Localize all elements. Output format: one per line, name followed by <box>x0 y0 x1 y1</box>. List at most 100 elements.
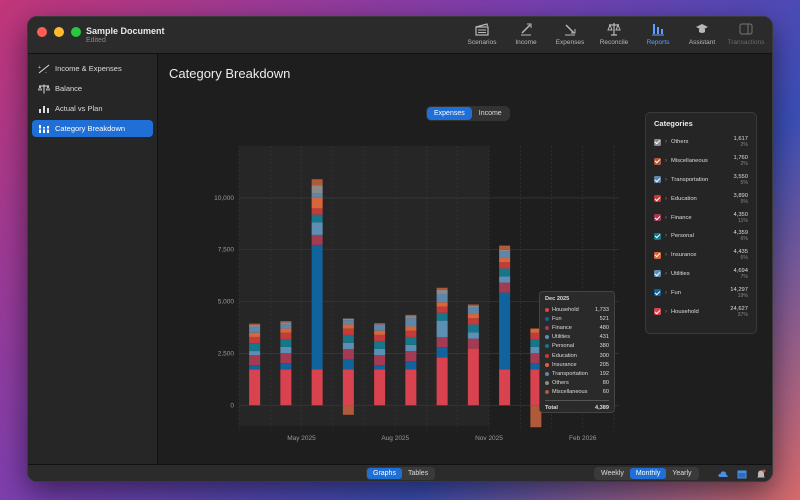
category-row[interactable]: › Utilities 4,694 7% <box>654 265 748 284</box>
category-checkbox[interactable] <box>654 195 661 203</box>
chevron-right-icon[interactable]: › <box>665 214 667 221</box>
tab-expenses[interactable]: Expenses <box>427 107 472 120</box>
category-name: Finance <box>671 214 692 221</box>
legend-dot-icon <box>545 316 549 321</box>
legend-dot-icon <box>545 362 549 367</box>
bar-segment <box>311 234 323 245</box>
bar-segment <box>342 358 354 370</box>
category-row[interactable]: › Others 1,617 2% <box>654 133 748 152</box>
minimize-window-button[interactable] <box>54 27 64 37</box>
zoom-window-button[interactable] <box>71 27 81 37</box>
toolbar-reconcile-button[interactable]: Reconcile <box>592 22 636 46</box>
category-amount: 4,435 <box>733 249 748 256</box>
sidebar-item-income-expenses[interactable]: + - Income & Expenses <box>32 60 153 77</box>
category-checkbox[interactable] <box>654 232 661 240</box>
bar-segment <box>436 312 448 321</box>
pencil-up-icon <box>521 23 532 36</box>
category-percent: 5% <box>740 198 749 205</box>
tooltip-row-name: Household <box>552 306 579 313</box>
category-checkbox[interactable] <box>654 251 661 259</box>
bar-segment <box>342 369 354 406</box>
category-row[interactable]: › Miscellaneous 1,760 2% <box>654 152 748 171</box>
bar-segment <box>374 324 386 331</box>
category-checkbox[interactable] <box>654 176 661 184</box>
tooltip-row: Insurance 205 <box>545 360 609 369</box>
chevron-right-icon[interactable]: › <box>665 176 667 183</box>
tab-monthly[interactable]: Monthly <box>629 468 667 479</box>
x-tick-label: Feb 2026 <box>569 435 597 442</box>
category-row[interactable]: › Personal 4,359 6% <box>654 227 748 246</box>
category-row[interactable]: › Transportation 3,550 5% <box>654 171 748 190</box>
bar-segment <box>467 314 479 319</box>
bar-segment <box>405 314 417 317</box>
toolbar-income-button[interactable]: Income <box>504 22 548 46</box>
category-percent: 2% <box>740 142 749 149</box>
bar-segment <box>499 292 511 370</box>
category-percent: 19% <box>737 292 748 299</box>
toolbar-transactions-button[interactable]: Transactions <box>724 22 768 46</box>
category-row[interactable]: › Insurance 4,435 6% <box>654 246 748 265</box>
chevron-right-icon[interactable]: › <box>665 158 667 165</box>
chevron-right-icon[interactable]: › <box>665 308 667 315</box>
category-checkbox[interactable] <box>654 157 661 165</box>
tab-graphs[interactable]: Graphs <box>367 468 402 479</box>
tooltip-row-name: Insurance <box>552 361 577 368</box>
chevron-right-icon[interactable]: › <box>665 195 667 202</box>
category-row[interactable]: › Education 3,890 5% <box>654 189 748 208</box>
bar-segment <box>280 363 292 370</box>
close-window-button[interactable] <box>37 27 47 37</box>
bar-segment <box>342 328 354 335</box>
calendar-icon[interactable] <box>737 469 747 479</box>
chevron-right-icon[interactable]: › <box>665 139 667 146</box>
bar-segment <box>280 321 292 323</box>
category-values: 14,297 19% <box>730 287 748 299</box>
bar-segment <box>530 328 542 333</box>
toolbar-reconcile-label: Reconcile <box>599 39 629 46</box>
sidebar-right-icon <box>739 23 753 35</box>
bar-segment <box>374 355 386 366</box>
category-percent: 37% <box>737 311 748 318</box>
category-amount: 14,297 <box>730 286 748 293</box>
toolbar-scenarios-button[interactable]: Scenarios <box>460 22 504 46</box>
category-checkbox[interactable] <box>654 214 661 222</box>
bar-segment <box>249 351 261 356</box>
sidebar-item-balance[interactable]: Balance <box>32 80 153 97</box>
category-row[interactable]: › Household 24,627 37% <box>654 302 748 321</box>
bar-segment <box>374 330 386 335</box>
chevron-right-icon[interactable]: › <box>665 270 667 277</box>
category-checkbox[interactable] <box>654 308 661 316</box>
tab-yearly[interactable]: Yearly <box>672 470 692 477</box>
tooltip-row: Household 1,733 <box>545 305 609 314</box>
tab-tables[interactable]: Tables <box>407 470 429 477</box>
chevron-right-icon[interactable]: › <box>665 233 667 240</box>
tab-weekly[interactable]: Weekly <box>601 470 624 477</box>
category-checkbox[interactable] <box>654 289 661 297</box>
bar-segment <box>249 355 261 366</box>
category-row[interactable]: › Finance 4,350 11% <box>654 208 748 227</box>
bar-segment <box>467 304 479 306</box>
tooltip-total: Total 4,389 <box>545 399 609 411</box>
bell-icon[interactable] <box>756 469 766 479</box>
bar-segment <box>249 343 261 352</box>
x-tick-label: Nov 2025 <box>475 435 503 442</box>
category-row[interactable]: › Fun 14,297 19% <box>654 283 748 302</box>
bar-segment <box>530 346 542 354</box>
bar-segment <box>280 332 292 340</box>
chevron-right-icon[interactable]: › <box>665 289 667 296</box>
toolbar-reports-button[interactable]: Reports <box>636 22 680 46</box>
bar-segment <box>249 324 261 327</box>
toolbar-expenses-button[interactable]: Expenses <box>548 22 592 46</box>
sidebar-item-actual-vs-plan[interactable]: Actual vs Plan <box>32 100 153 117</box>
toolbar-assistant-button[interactable]: Assistant <box>680 22 724 46</box>
category-checkbox[interactable] <box>654 138 661 146</box>
chevron-right-icon[interactable]: › <box>665 252 667 259</box>
tooltip-rows: Household 1,733 Fun 521 Finance 480 Utilities 4… <box>545 305 609 397</box>
tab-income[interactable]: Income <box>478 110 502 117</box>
category-amount: 24,627 <box>730 305 748 312</box>
bar-segment <box>499 245 511 250</box>
category-values: 4,350 11% <box>733 212 748 224</box>
cloud-icon[interactable] <box>718 469 728 479</box>
app-window: Sample Document Edited Scenarios Income <box>27 16 773 482</box>
sidebar-item-category-breakdown[interactable]: Category Breakdown <box>32 120 153 137</box>
category-checkbox[interactable] <box>654 270 661 278</box>
